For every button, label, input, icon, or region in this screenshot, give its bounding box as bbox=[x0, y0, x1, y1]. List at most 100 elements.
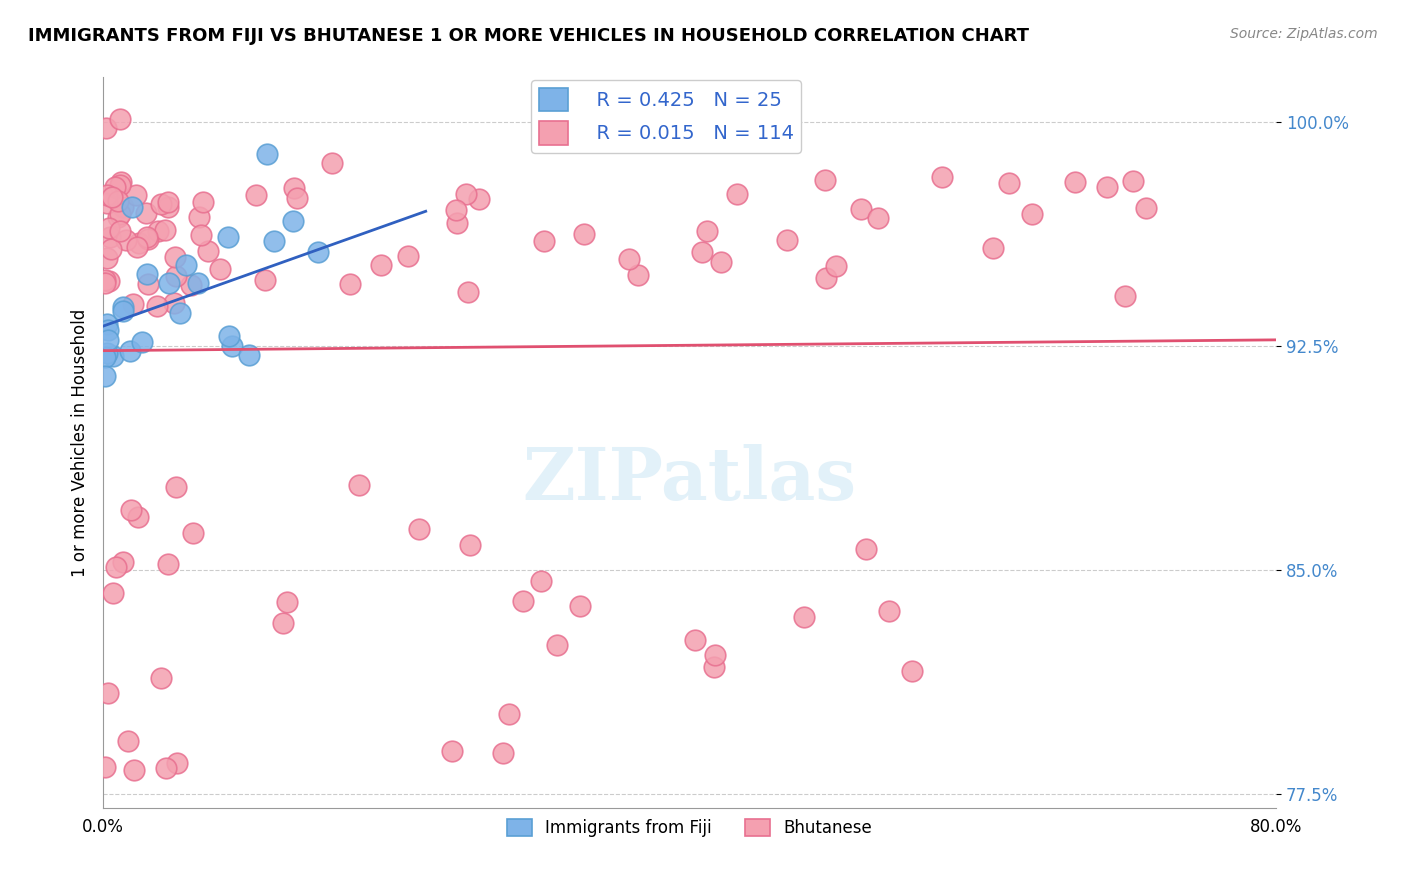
Point bbox=[256, 146, 278, 161]
Point bbox=[136, 268, 159, 282]
Text: IMMIGRANTS FROM FIJI VS BHUTANESE 1 OR MORE VEHICLES IN HOUSEHOLD CORRELATION CH: IMMIGRANTS FROM FIJI VS BHUTANESE 1 OR M… bbox=[28, 27, 1029, 45]
Point bbox=[121, 200, 143, 214]
Point bbox=[146, 299, 169, 313]
Point bbox=[512, 594, 534, 608]
Point bbox=[156, 195, 179, 210]
Point bbox=[163, 250, 186, 264]
Point bbox=[108, 178, 131, 192]
Point bbox=[1135, 202, 1157, 216]
Point bbox=[245, 187, 267, 202]
Legend: Immigrants from Fiji, Bhutanese: Immigrants from Fiji, Bhutanese bbox=[501, 813, 879, 844]
Point bbox=[238, 348, 260, 362]
Point bbox=[155, 761, 177, 775]
Point bbox=[458, 538, 481, 552]
Point bbox=[165, 480, 187, 494]
Point bbox=[127, 240, 149, 254]
Point bbox=[347, 477, 370, 491]
Point bbox=[572, 227, 595, 241]
Point bbox=[1095, 180, 1118, 194]
Point bbox=[96, 346, 118, 360]
Point bbox=[690, 245, 713, 260]
Point bbox=[703, 659, 725, 673]
Point bbox=[96, 195, 118, 210]
Point bbox=[446, 215, 468, 229]
Point bbox=[983, 241, 1005, 255]
Point bbox=[93, 351, 115, 365]
Point bbox=[307, 244, 329, 259]
Point bbox=[271, 615, 294, 630]
Point bbox=[825, 259, 848, 273]
Point bbox=[117, 733, 139, 747]
Point bbox=[115, 234, 138, 248]
Point bbox=[321, 155, 343, 169]
Point bbox=[97, 686, 120, 700]
Point bbox=[180, 277, 202, 292]
Point bbox=[103, 180, 125, 194]
Point bbox=[93, 369, 115, 384]
Point bbox=[124, 187, 146, 202]
Point bbox=[710, 254, 733, 268]
Point bbox=[108, 224, 131, 238]
Point bbox=[97, 323, 120, 337]
Point bbox=[492, 746, 515, 760]
Point bbox=[457, 285, 479, 300]
Point bbox=[1122, 173, 1144, 187]
Point bbox=[197, 244, 219, 258]
Point bbox=[96, 251, 118, 265]
Point bbox=[190, 227, 212, 242]
Point bbox=[165, 269, 187, 284]
Point bbox=[136, 277, 159, 292]
Point bbox=[1064, 175, 1087, 189]
Point bbox=[900, 664, 922, 678]
Point bbox=[100, 242, 122, 256]
Point bbox=[498, 707, 520, 722]
Point bbox=[104, 559, 127, 574]
Point bbox=[221, 339, 243, 353]
Point bbox=[696, 224, 718, 238]
Point bbox=[276, 595, 298, 609]
Point bbox=[569, 599, 592, 613]
Point bbox=[454, 186, 477, 201]
Point bbox=[136, 232, 159, 246]
Point bbox=[107, 211, 129, 225]
Point bbox=[110, 207, 132, 221]
Point bbox=[112, 304, 135, 318]
Point bbox=[131, 335, 153, 350]
Point bbox=[931, 170, 953, 185]
Point bbox=[855, 541, 877, 556]
Point bbox=[146, 224, 169, 238]
Point bbox=[283, 181, 305, 195]
Point bbox=[776, 233, 799, 247]
Point bbox=[1114, 289, 1136, 303]
Point bbox=[166, 756, 188, 771]
Point bbox=[813, 172, 835, 186]
Point bbox=[135, 206, 157, 220]
Point bbox=[96, 318, 118, 332]
Point bbox=[704, 648, 727, 662]
Point bbox=[97, 221, 120, 235]
Point bbox=[725, 187, 748, 202]
Point bbox=[93, 760, 115, 774]
Point bbox=[127, 509, 149, 524]
Point bbox=[94, 120, 117, 135]
Point bbox=[683, 632, 706, 647]
Point bbox=[263, 234, 285, 248]
Point bbox=[128, 236, 150, 251]
Point bbox=[187, 276, 209, 290]
Point bbox=[108, 112, 131, 127]
Point bbox=[533, 234, 555, 248]
Point bbox=[110, 175, 132, 189]
Point bbox=[285, 191, 308, 205]
Point bbox=[396, 249, 419, 263]
Point bbox=[627, 268, 650, 282]
Point bbox=[169, 306, 191, 320]
Point bbox=[174, 258, 197, 272]
Point bbox=[217, 230, 239, 244]
Text: Source: ZipAtlas.com: Source: ZipAtlas.com bbox=[1230, 27, 1378, 41]
Point bbox=[96, 333, 118, 347]
Point bbox=[467, 193, 489, 207]
Point bbox=[1021, 207, 1043, 221]
Point bbox=[183, 526, 205, 541]
Point bbox=[120, 343, 142, 358]
Point bbox=[208, 261, 231, 276]
